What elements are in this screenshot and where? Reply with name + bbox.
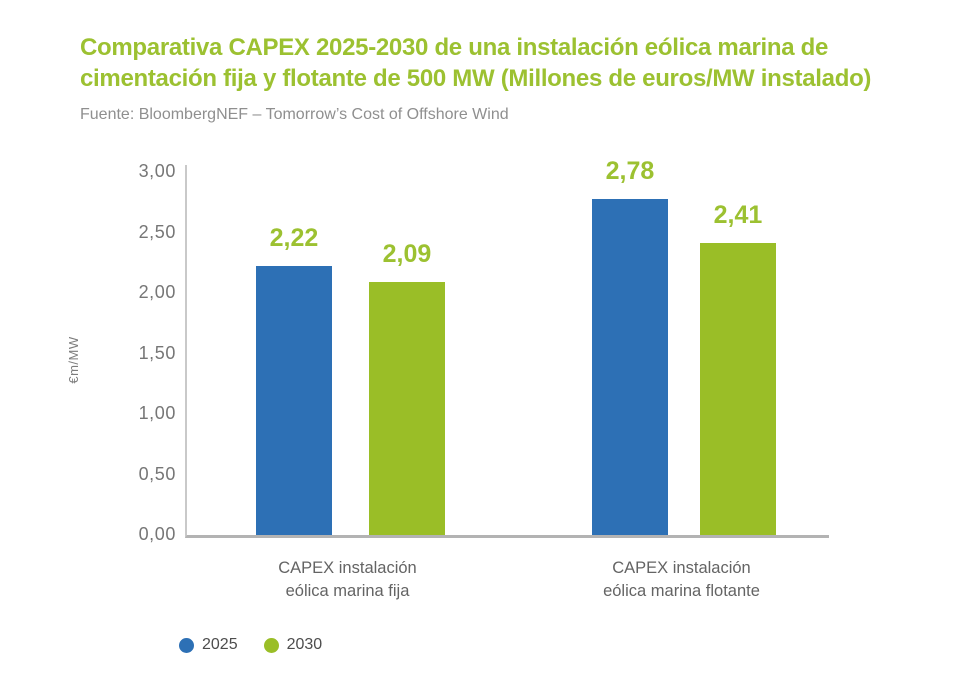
legend-label-2030: 2030 [286,636,323,653]
y-tick-label: 0,50 [138,463,176,484]
y-tick-label: 1,50 [138,342,176,363]
bar-2025-group2 [592,198,668,535]
y-tick-label: 0,00 [138,524,176,544]
legend-item-2025: 2025 [179,636,238,654]
legend-swatch-2030-icon [263,637,279,653]
plot-area: 2,22 2,78 2,09 2,41 [185,157,829,538]
bar-2030-group1 [369,282,445,535]
y-tick-label: 3,00 [138,161,176,181]
y-tick-label: 1,00 [138,403,176,423]
legend-item-2030: 2030 [263,636,323,654]
y-axis-title: €m/MW [66,336,81,384]
chart-source: Fuente: BloombergNEF – Tomorrow’s Cost o… [80,106,509,123]
bar-value-label-2030-group2: 2,41 [713,201,763,230]
x-category-label-fija: CAPEX instalación eólica marina fija [278,559,417,600]
legend-label-2025: 2025 [202,636,238,653]
bar-2030-group2 [700,243,776,535]
bar-value-label-2030-group1: 2,09 [382,240,432,269]
legend: 2025 2030 [179,636,322,654]
chart-title: Comparativa CAPEX 2025-2030 de una insta… [80,34,872,92]
y-tick-label: 2,50 [138,221,176,242]
legend-swatch-2025-icon [179,637,194,653]
x-category-label-flotante: CAPEX instalación eólica marina flotante [603,559,760,600]
y-tick-label: 2,00 [138,282,176,302]
bar-value-label-2025-group2: 2,78 [605,156,655,185]
bar-value-label-2025-group1: 2,22 [269,224,319,253]
bar-2025-group1 [256,266,332,535]
